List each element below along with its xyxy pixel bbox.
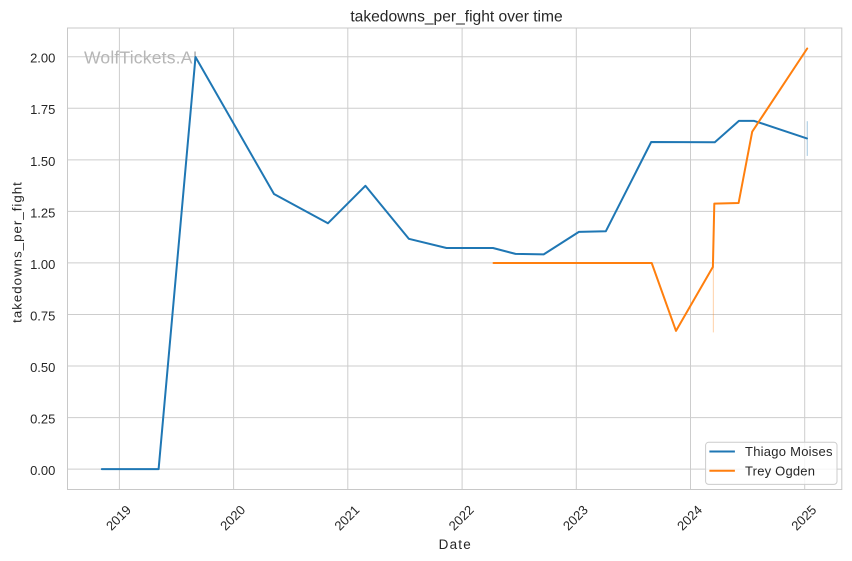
svg-text:WolfTickets.AI: WolfTickets.AI xyxy=(84,48,198,68)
svg-text:0.75: 0.75 xyxy=(30,308,55,323)
svg-text:takedowns_per_fight over time: takedowns_per_fight over time xyxy=(350,8,562,25)
svg-text:0.25: 0.25 xyxy=(30,412,55,427)
svg-text:1.00: 1.00 xyxy=(30,257,55,272)
svg-text:1.50: 1.50 xyxy=(30,154,55,169)
svg-text:0.50: 0.50 xyxy=(30,360,55,375)
svg-text:takedowns_per_fight: takedowns_per_fight xyxy=(9,181,24,323)
svg-text:1.25: 1.25 xyxy=(30,205,55,220)
svg-text:Date: Date xyxy=(439,537,472,552)
svg-text:Thiago Moises: Thiago Moises xyxy=(745,444,833,459)
svg-text:0.00: 0.00 xyxy=(30,463,55,478)
svg-text:Trey Ogden: Trey Ogden xyxy=(745,463,815,478)
svg-text:2.00: 2.00 xyxy=(30,51,55,66)
svg-text:1.75: 1.75 xyxy=(30,102,55,117)
